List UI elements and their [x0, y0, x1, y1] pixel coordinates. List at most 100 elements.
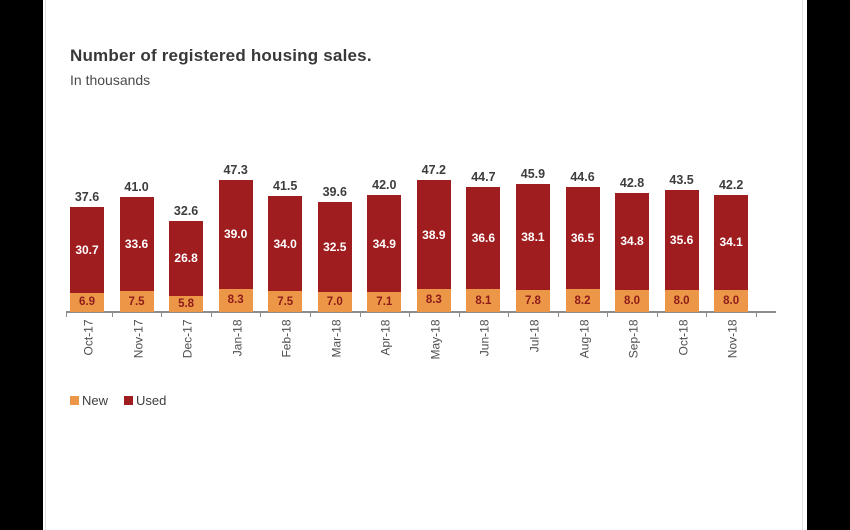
bar-column: 37.6 30.7 6.9 — [70, 190, 104, 312]
bar-segment-new: 8.0 — [615, 289, 650, 312]
bar-column: 42.0 34.9 7.1 — [367, 178, 402, 312]
bar-segment-new: 8.3 — [218, 288, 253, 312]
bar-segment-used: 30.7 — [70, 207, 104, 293]
axis-tick — [755, 313, 757, 317]
axis-tick — [656, 313, 658, 317]
bar-column: 42.2 34.1 8.0 — [714, 178, 749, 312]
bar-segment-used: 34.0 — [268, 196, 303, 292]
axis-tick — [557, 313, 559, 317]
bar-column: 47.2 38.9 8.3 — [416, 163, 451, 312]
total-value-label: 32.6 — [173, 204, 199, 219]
axis-tick — [508, 313, 510, 317]
bar-segment-new: 5.8 — [169, 295, 204, 312]
axis-tick — [111, 313, 113, 317]
x-axis-label: Feb-18 — [279, 319, 294, 358]
axis-tick — [161, 313, 163, 317]
total-value-label: 43.5 — [669, 173, 694, 188]
bar-segment-new: 7.0 — [317, 292, 352, 312]
bar-segment-new: 8.2 — [565, 289, 600, 312]
x-axis-label: Sep-18 — [626, 319, 641, 359]
bar-segment-new: 7.5 — [119, 291, 154, 312]
x-axis-label: Aug-18 — [577, 319, 591, 359]
total-value-label: 41.5 — [273, 179, 298, 194]
bar-segment-new: 7.1 — [367, 292, 402, 312]
bar-segment-used: 38.1 — [515, 183, 550, 291]
total-value-label: 39.6 — [322, 184, 347, 199]
x-axis-label: Oct-18 — [676, 319, 691, 356]
bar-segment-new: 8.1 — [466, 289, 501, 312]
x-axis-label: Jul-18 — [527, 319, 542, 353]
axis-tick — [706, 313, 708, 317]
bar-segment-used: 32.5 — [317, 201, 352, 293]
axis-tick — [359, 313, 361, 317]
bar-segment-new: 7.5 — [268, 291, 303, 312]
bar-column: 39.6 32.5 7.0 — [317, 185, 352, 312]
x-axis-label: Jun-18 — [477, 319, 492, 357]
bar-segment-new: 6.9 — [70, 292, 104, 312]
bar-column: 44.6 36.5 8.2 — [565, 170, 600, 312]
bar-column: 41.0 33.6 7.5 — [119, 180, 154, 312]
chart-title: Number of registered housing sales. — [70, 46, 372, 65]
axis-tick — [309, 313, 311, 317]
chart-legend: New Used — [70, 393, 166, 408]
x-axis-label: Nov-18 — [725, 319, 740, 359]
bar-segment-used: 26.8 — [169, 221, 204, 296]
axis-tick — [66, 313, 67, 317]
bar-segment-new: 8.0 — [664, 289, 699, 312]
total-value-label: 42.2 — [718, 177, 744, 192]
legend-label-used: Used — [136, 393, 167, 408]
bar-segment-used: 36.5 — [565, 187, 600, 290]
axis-tick — [458, 313, 460, 317]
legend-label-new: New — [82, 393, 109, 408]
bar-segment-used: 33.6 — [119, 197, 154, 292]
left-black-strip — [0, 0, 43, 530]
bar-chart-plot: 37.6 30.7 6.9 Oct-17 41.0 33.6 7.5 Nov-17 32.6 26… — [66, 150, 776, 360]
bar-segment-used: 34.9 — [367, 194, 402, 293]
bar-column: 32.6 26.8 5.8 — [169, 204, 204, 312]
bar-segment-used: 35.6 — [664, 190, 699, 290]
bar-column: 43.5 35.6 8.0 — [664, 173, 699, 312]
x-axis-label: Oct-17 — [81, 319, 96, 356]
total-value-label: 47.3 — [223, 163, 248, 178]
x-axis-label: Nov-17 — [131, 319, 146, 359]
bar-column: 41.5 34.0 7.5 — [268, 179, 303, 312]
legend-item-used: Used — [124, 393, 166, 408]
page-left-edge-line — [45, 0, 46, 530]
bar-segment-used: 39.0 — [218, 180, 253, 289]
total-value-label: 42.0 — [372, 177, 397, 192]
bar-segment-new: 7.8 — [515, 290, 550, 312]
bar-column: 42.8 34.8 8.0 — [615, 176, 650, 312]
bar-column: 47.3 39.0 8.3 — [218, 163, 253, 312]
total-value-label: 37.6 — [74, 190, 100, 205]
x-axis-line — [66, 311, 776, 313]
bar-segment-used: 34.8 — [615, 192, 650, 290]
chart-subtitle: In thousands — [70, 72, 151, 88]
x-axis-label: May-18 — [428, 319, 443, 360]
total-value-label: 44.7 — [471, 170, 496, 185]
total-value-label: 44.6 — [570, 170, 595, 185]
bar-column: 45.9 38.1 7.8 — [515, 167, 550, 312]
bar-segment-used: 36.6 — [466, 187, 501, 290]
total-value-label: 42.8 — [619, 175, 645, 190]
x-axis-label: Jan-18 — [230, 319, 245, 357]
total-value-label: 45.9 — [520, 166, 546, 181]
bar-segment-used: 34.1 — [714, 194, 749, 290]
legend-swatch-used-icon — [124, 396, 134, 405]
axis-tick — [260, 313, 262, 317]
bar-segment-new: 8.3 — [416, 288, 451, 312]
x-axis-label: Dec-17 — [180, 319, 195, 359]
right-black-strip — [807, 0, 850, 530]
legend-item-new: New — [70, 393, 108, 408]
bar-segment-new: 8.0 — [714, 289, 749, 312]
page-right-edge-line — [802, 0, 803, 530]
bar-column: 44.7 36.6 8.1 — [466, 170, 501, 312]
axis-tick — [210, 313, 212, 317]
x-axis-label: Apr-18 — [378, 319, 393, 356]
legend-swatch-new-icon — [70, 396, 79, 405]
x-axis-label: Mar-18 — [329, 319, 344, 358]
total-value-label: 41.0 — [124, 180, 149, 195]
axis-tick — [607, 313, 609, 317]
total-value-label: 47.2 — [421, 163, 447, 178]
bar-segment-used: 38.9 — [416, 180, 451, 289]
